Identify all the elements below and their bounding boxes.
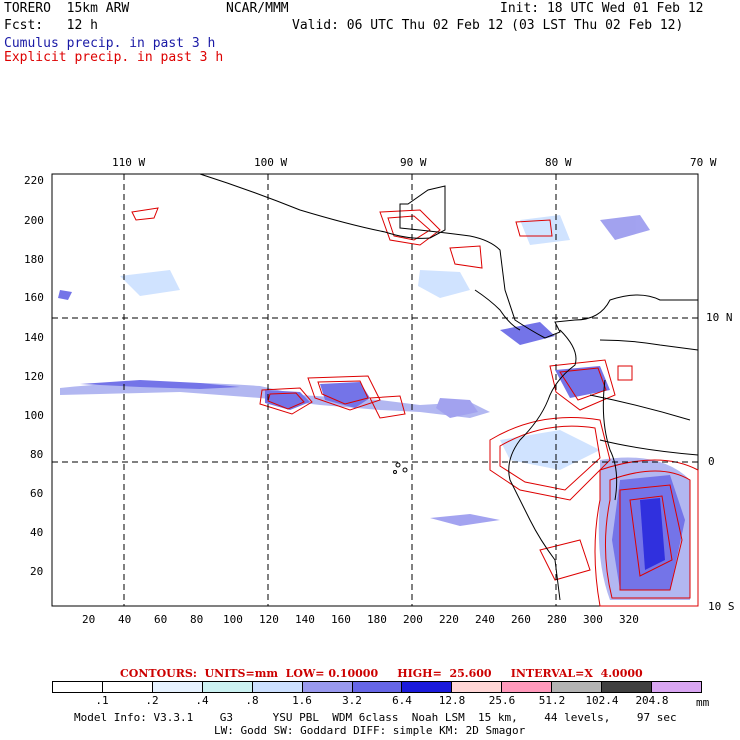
lat-label: 0 <box>708 455 715 468</box>
scale-label: .8 <box>245 694 259 707</box>
x-tick: 80 <box>190 613 204 626</box>
lon-label: 100 W <box>254 156 288 169</box>
scale-swatch <box>102 682 153 692</box>
x-tick: 140 <box>295 613 315 626</box>
y-tick: 120 <box>24 370 44 383</box>
forecast-hour: Fcst: 12 h <box>4 18 98 33</box>
lon-label: 90 W <box>400 156 427 169</box>
scale-swatch <box>402 682 453 692</box>
scale-label: .1 <box>95 694 109 707</box>
scale-label: 12.8 <box>438 694 466 707</box>
scale-swatch <box>552 682 603 692</box>
explicit-precip-contours <box>131 207 699 607</box>
color-scale-bar <box>52 681 702 693</box>
scale-swatch <box>302 682 353 692</box>
y-tick: 180 <box>24 253 44 266</box>
physics-info: LW: Godd SW: Goddard DIFF: simple KM: 2D… <box>214 724 526 737</box>
lon-label: 70 W <box>690 156 717 169</box>
model-info: Model Info: V3.3.1 G3 YSU PBL WDM 6class… <box>74 711 677 724</box>
lat-label: 10 N <box>706 311 733 324</box>
x-tick: 280 <box>547 613 567 626</box>
scale-label: 204.8 <box>635 694 669 707</box>
scale-label: 1.6 <box>292 694 312 707</box>
y-tick: 80 <box>30 448 44 461</box>
field-cumulus: Cumulus precip. in past 3 h <box>4 36 216 51</box>
y-tick: 40 <box>30 526 44 539</box>
cumulus-precip-areas <box>58 215 690 600</box>
x-tick: 260 <box>511 613 531 626</box>
scale-unit: mm <box>696 696 710 709</box>
field-explicit: Explicit precip. in past 3 h <box>4 50 224 65</box>
scale-label: .2 <box>145 694 159 707</box>
x-tick: 300 <box>583 613 603 626</box>
y-tick: 140 <box>24 331 44 344</box>
valid-time: Valid: 06 UTC Thu 02 Feb 12 (03 LST Thu … <box>292 18 684 33</box>
scale-swatch <box>602 682 653 692</box>
scale-label: 102.4 <box>585 694 619 707</box>
contour-info: CONTOURS: UNITS=mm LOW= 0.10000 HIGH= 25… <box>120 667 643 680</box>
scale-swatch <box>202 682 253 692</box>
y-tick: 100 <box>24 409 44 422</box>
init-time: Init: 18 UTC Wed 01 Feb 12 <box>500 1 704 16</box>
y-tick: 220 <box>24 174 44 187</box>
scale-swatch <box>452 682 503 692</box>
y-tick: 200 <box>24 214 44 227</box>
scale-label: 51.2 <box>538 694 566 707</box>
x-tick: 60 <box>154 613 168 626</box>
x-tick: 200 <box>403 613 423 626</box>
x-tick: 180 <box>367 613 387 626</box>
scale-swatch <box>652 682 701 692</box>
x-tick: 20 <box>82 613 96 626</box>
x-tick: 100 <box>223 613 243 626</box>
scale-swatch <box>252 682 303 692</box>
scale-label: .4 <box>195 694 209 707</box>
y-tick: 160 <box>24 291 44 304</box>
x-tick: 40 <box>118 613 132 626</box>
model-name: TORERO 15km ARW <box>4 1 130 16</box>
x-tick: 120 <box>259 613 279 626</box>
scale-label: 25.6 <box>488 694 516 707</box>
scale-label: 6.4 <box>392 694 412 707</box>
x-tick: 220 <box>439 613 459 626</box>
scale-swatch <box>53 682 103 692</box>
y-tick: 60 <box>30 487 44 500</box>
scale-label: 3.2 <box>342 694 362 707</box>
lon-label: 110 W <box>112 156 146 169</box>
scale-swatch <box>352 682 403 692</box>
lat-lon-grid <box>52 174 698 606</box>
org-name: NCAR/MMM <box>226 1 289 16</box>
x-tick: 240 <box>475 613 495 626</box>
x-tick: 160 <box>331 613 351 626</box>
y-tick: 20 <box>30 565 44 578</box>
lat-label: 10 S <box>708 600 735 613</box>
lon-label: 80 W <box>545 156 572 169</box>
scale-swatch <box>502 682 553 692</box>
x-tick: 320 <box>619 613 639 626</box>
scale-swatch <box>152 682 203 692</box>
